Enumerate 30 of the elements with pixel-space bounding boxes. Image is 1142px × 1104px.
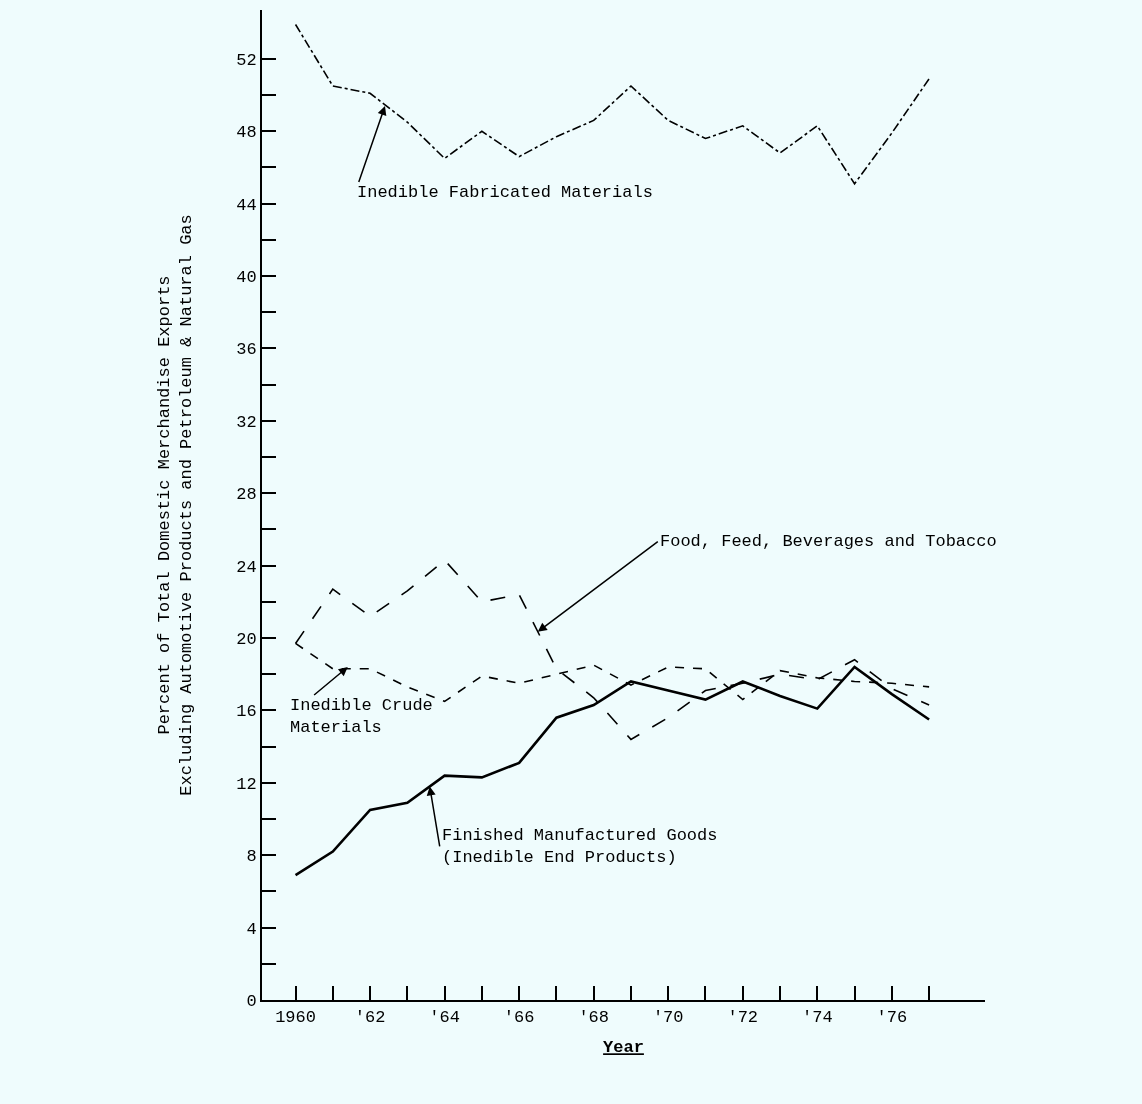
y-tick-label: 36 [236,340,257,360]
x-tick-label: '72 [727,1008,759,1028]
annotation: Finished Manufactured Goods (Inedible End Products) [442,826,718,868]
x-tick-label: '68 [578,1008,609,1028]
x-axis-title: Year [603,1038,644,1058]
y-tick-label: 32 [236,412,257,432]
x-tick-label: 1960 [275,1008,316,1028]
annotation: Inedible Crude Materials [290,696,433,738]
line-series [294,23,930,185]
annotation: Food, Feed, Beverages and Tobacco [660,532,997,551]
y-tick-label: 28 [236,485,257,505]
y-tick-label: 4 [246,919,257,939]
y-tick-label: 40 [236,268,257,287]
y-tick-label: 44 [236,195,257,215]
y-tick-label: 16 [236,702,257,722]
y-axis-title: Percent of Total Domestic Merchandise Exports Excluding Automotive Products and Petroleum & Natural Gas [155,214,197,796]
y-tick-label: 12 [236,774,257,794]
annotation: Inedible Fabricated Materials [357,183,653,202]
y-tick-label: 48 [236,123,257,143]
x-tick-label: '76 [876,1008,908,1028]
y-tick-label: 52 [236,50,257,70]
y-tick-label: 8 [246,847,257,867]
x-tick-label: '66 [503,1008,535,1028]
x-tick-label: '62 [354,1008,386,1028]
y-tick-label: 0 [246,991,257,1011]
x-tick-label: '64 [429,1008,460,1028]
y-tick-label: 20 [236,629,257,649]
x-tick-label: '74 [801,1008,833,1028]
x-tick-label: '70 [652,1008,684,1028]
y-tick-label: 24 [236,557,257,577]
